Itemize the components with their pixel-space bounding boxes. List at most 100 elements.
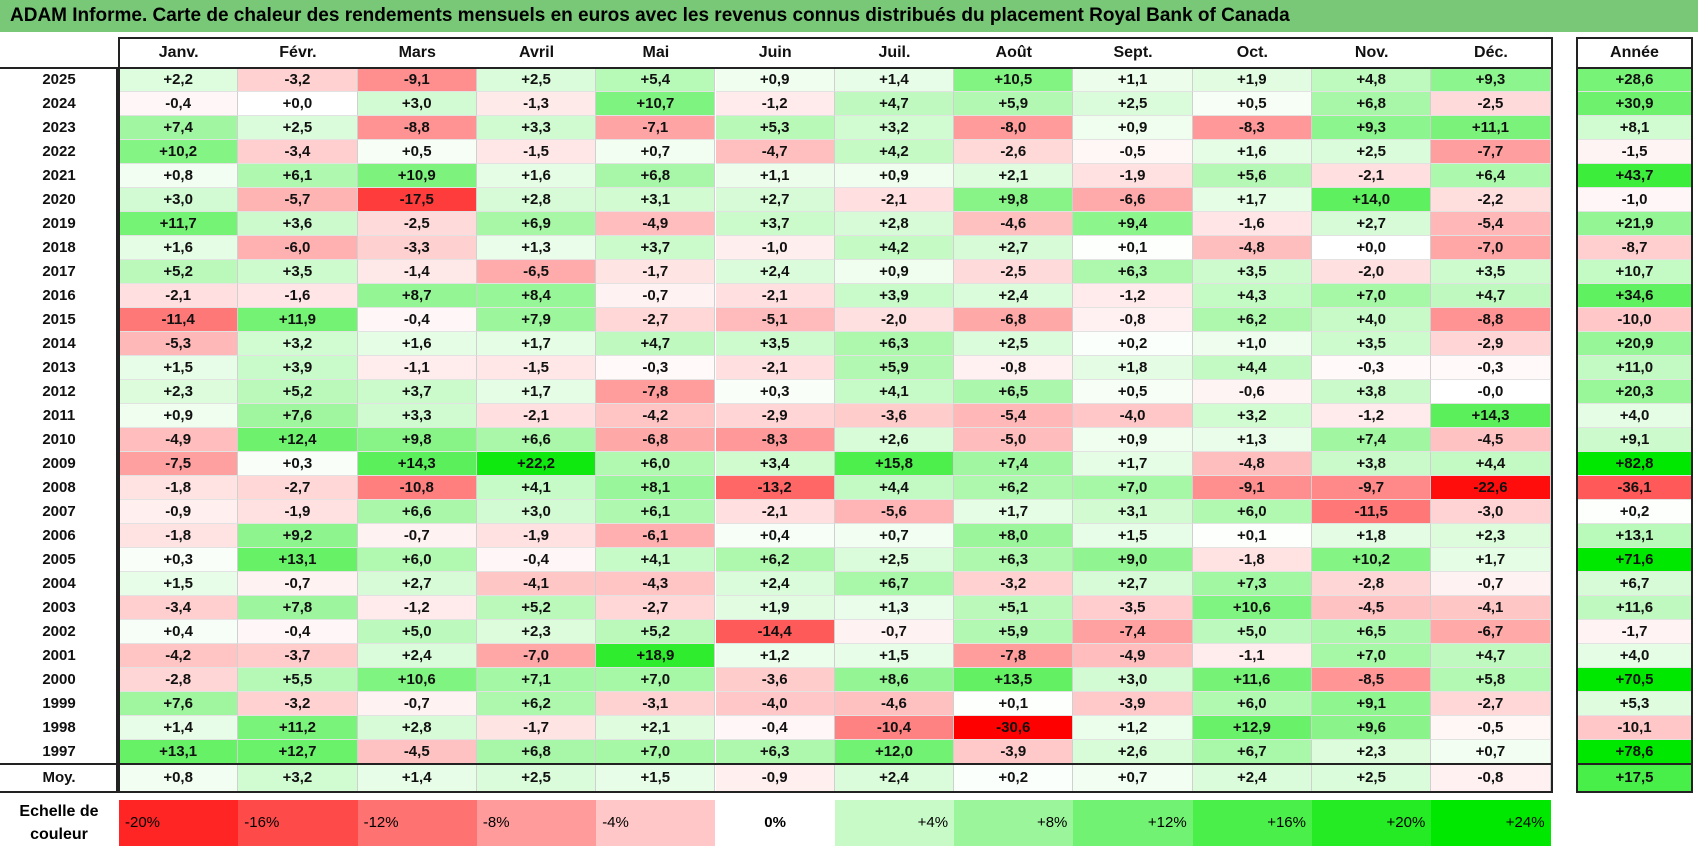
heatmap-cell: -0,3 (1431, 356, 1551, 380)
heatmap-cell: -2,1 (834, 188, 955, 212)
heatmap-cell: +2,5 (954, 332, 1074, 356)
month-header: Juil. (834, 38, 955, 68)
heatmap-cell: -4,8 (1192, 452, 1312, 476)
heatmap-cell: -0,7 (1431, 572, 1551, 596)
heatmap-cell: +6,8 (1312, 92, 1432, 116)
annual-cell: +20,3 (1577, 380, 1692, 404)
average-cell: -0,8 (1431, 764, 1551, 792)
heatmap-cell: +7,0 (596, 740, 716, 764)
heatmap-cell: +0,7 (1431, 740, 1551, 764)
heatmap-cell: +11,9 (238, 308, 358, 332)
annual-cell: -1,0 (1577, 188, 1692, 212)
heatmap-cell: -3,4 (238, 140, 358, 164)
heatmap-cell: -0,4 (357, 308, 477, 332)
heatmap-cell: +18,9 (596, 644, 716, 668)
heatmap-cell: +5,5 (238, 668, 358, 692)
heatmap-cell: +10,6 (1192, 596, 1312, 620)
annual-cell: +70,5 (1577, 668, 1692, 692)
heatmap-cell: +2,6 (834, 428, 955, 452)
heatmap-cell: -2,9 (715, 404, 835, 428)
heatmap-cell: +6,3 (715, 740, 835, 764)
heatmap-cell: -0,7 (357, 524, 477, 548)
heatmap-cell: -2,1 (715, 356, 835, 380)
heatmap-cell: -5,7 (238, 188, 358, 212)
heatmap-cell: +7,6 (238, 404, 358, 428)
scale-swatch: 0% (715, 800, 835, 846)
year-label: 2003 (42, 599, 76, 616)
heatmap-cell: -4,6 (954, 212, 1074, 236)
heatmap-cell: -7,8 (596, 380, 716, 404)
year-label: 2008 (42, 479, 76, 496)
heatmap-cell: -2,1 (715, 284, 835, 308)
average-separator (1576, 763, 1693, 765)
heatmap-cell: +3,2 (834, 116, 955, 140)
heatmap-cell: +1,4 (119, 716, 239, 740)
heatmap-cell: -2,8 (119, 668, 239, 692)
heatmap-cell: +1,1 (1073, 68, 1193, 92)
heatmap-cell: +1,2 (715, 644, 835, 668)
heatmap-cell: +2,7 (715, 188, 835, 212)
scale-swatch: +24% (1431, 800, 1551, 846)
heatmap-cell: +7,0 (1312, 284, 1432, 308)
scale-swatch: -20% (119, 800, 239, 846)
year-label: 2010 (42, 431, 76, 448)
annual-cell: +11,0 (1577, 356, 1692, 380)
heatmap-cell: -2,1 (715, 500, 835, 524)
heatmap-cell: +3,7 (715, 212, 835, 236)
heatmap-cell: -4,9 (1073, 644, 1193, 668)
heatmap-cell: +11,2 (238, 716, 358, 740)
heatmap-cell: +2,3 (476, 620, 597, 644)
heatmap-cell: +11,1 (1431, 116, 1551, 140)
heatmap-cell: -6,6 (1073, 188, 1193, 212)
scale-swatch: -16% (238, 800, 358, 846)
heatmap-cell: +15,8 (834, 452, 955, 476)
heatmap-cell: -14,4 (715, 620, 835, 644)
heatmap-cell: +0,9 (834, 164, 955, 188)
heatmap-cell: -0,8 (1073, 308, 1193, 332)
heatmap-cell: -2,0 (834, 308, 955, 332)
heatmap-cell: -0,5 (1431, 716, 1551, 740)
heatmap-cell: +14,0 (1312, 188, 1432, 212)
heatmap-cell: +1,7 (1073, 452, 1193, 476)
heatmap-cell: -0,7 (834, 620, 955, 644)
heatmap-cell: +4,7 (1431, 644, 1551, 668)
heatmap-cell: +2,4 (715, 572, 835, 596)
heatmap-cell: -17,5 (357, 188, 477, 212)
heatmap-cell: -0,0 (1431, 380, 1551, 404)
month-header: Sept. (1073, 38, 1193, 68)
heatmap-cell: +1,3 (834, 596, 955, 620)
heatmap-cell: -4,6 (834, 692, 955, 716)
heatmap-cell: -4,7 (715, 140, 835, 164)
heatmap-cell: -6,1 (596, 524, 716, 548)
heatmap-cell: -0,3 (596, 356, 716, 380)
scale-label-line1: Echelle de (19, 803, 99, 820)
heatmap-cell: -2,7 (596, 596, 716, 620)
heatmap-cell: +0,9 (119, 404, 239, 428)
heatmap-cell: +10,6 (357, 668, 477, 692)
heatmap-cell: -1,1 (1192, 644, 1312, 668)
heatmap-cell: +1,7 (476, 380, 597, 404)
heatmap-cell: +4,1 (834, 380, 955, 404)
heatmap-cell: +14,3 (1431, 404, 1551, 428)
heatmap-cell: -8,8 (357, 116, 477, 140)
heatmap-cell: +9,3 (1431, 68, 1551, 92)
heatmap-cell: -0,4 (476, 548, 597, 572)
heatmap-cell: +4,2 (834, 140, 955, 164)
heatmap-cell: +4,7 (834, 92, 955, 116)
average-cell: -0,9 (715, 764, 835, 792)
annual-cell: +34,6 (1577, 284, 1692, 308)
heatmap-cell: +3,2 (1192, 404, 1312, 428)
year-label: 2022 (42, 143, 76, 160)
heatmap-cell: +1,5 (119, 356, 239, 380)
heatmap-cell: +6,1 (238, 164, 358, 188)
heatmap-cell: -6,8 (954, 308, 1074, 332)
heatmap-cell: -4,0 (715, 692, 835, 716)
heatmap-cell: +1,9 (715, 596, 835, 620)
heatmap-cell: -8,0 (954, 116, 1074, 140)
heatmap-cell: -3,2 (954, 572, 1074, 596)
heatmap-cell: +5,2 (476, 596, 597, 620)
year-label: 2004 (42, 575, 76, 592)
heatmap-cell: -8,3 (1192, 116, 1312, 140)
heatmap-cell: +5,0 (1192, 620, 1312, 644)
